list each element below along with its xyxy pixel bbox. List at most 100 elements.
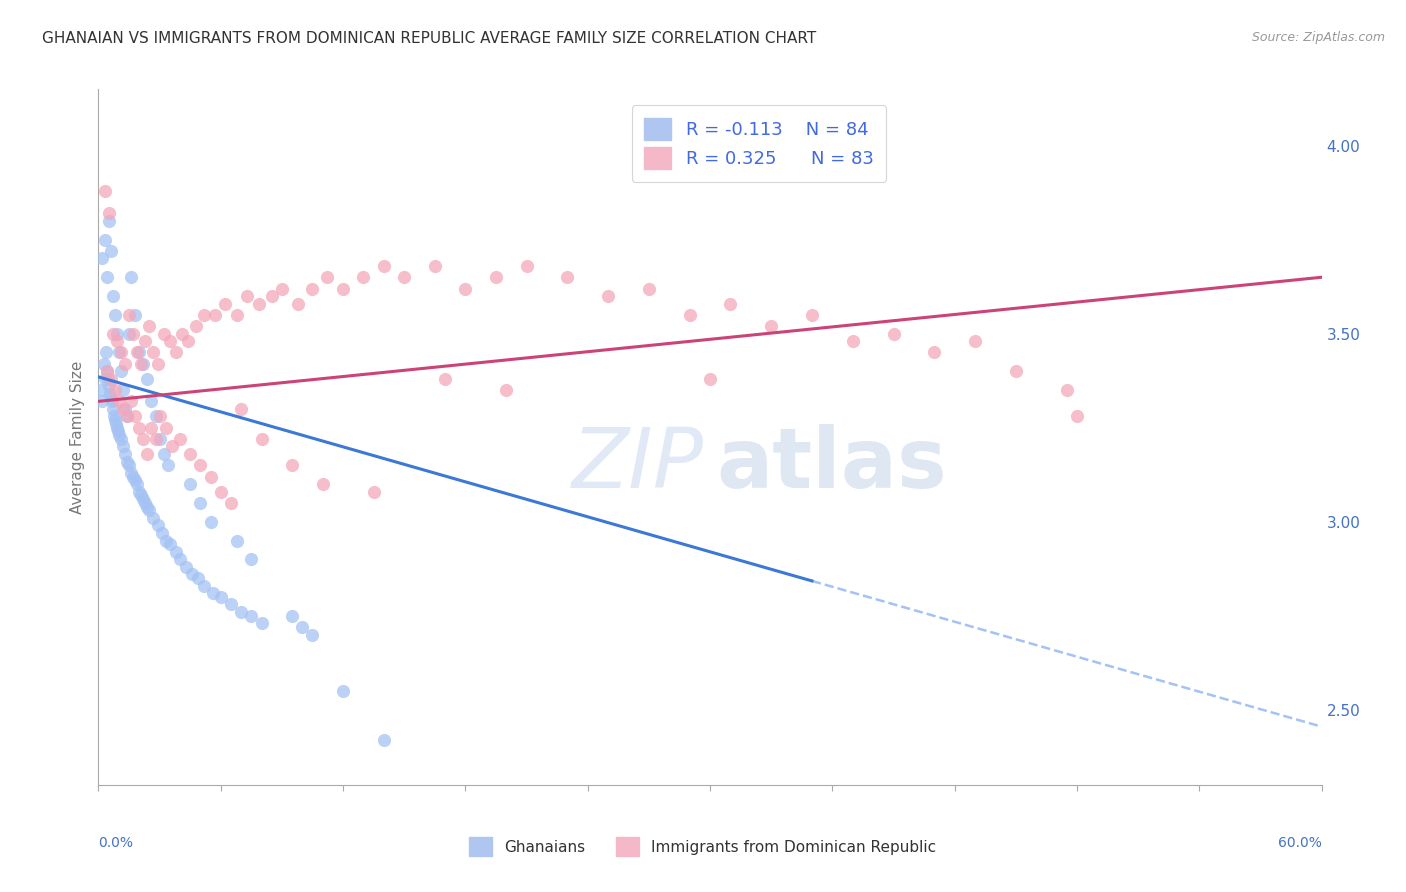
Point (200, 469, 222, 483)
Point (250, 432, 273, 446)
Point (193, 308, 215, 322)
Point (120, 394, 142, 409)
Point (124, 409, 146, 424)
Text: GHANAIAN VS IMMIGRANTS FROM DOMINICAN REPUBLIC AVERAGE FAMILY SIZE CORRELATION C: GHANAIAN VS IMMIGRANTS FROM DOMINICAN RE… (42, 31, 817, 46)
Point (373, 732, 395, 747)
Point (136, 372, 159, 386)
Point (260, 289, 283, 303)
Point (101, 289, 124, 303)
Point (136, 500, 159, 514)
Point (101, 326, 124, 341)
Point (160, 440, 183, 454)
Point (883, 326, 905, 341)
Point (165, 345, 187, 359)
Point (142, 345, 165, 359)
Point (104, 308, 127, 322)
Point (240, 552, 263, 566)
Point (132, 492, 155, 507)
Point (301, 627, 323, 641)
Point (699, 372, 721, 386)
Legend: Ghanaians, Immigrants from Dominican Republic: Ghanaians, Immigrants from Dominican Rep… (464, 831, 942, 862)
Point (105, 334, 128, 348)
Point (226, 308, 249, 322)
Point (110, 345, 132, 359)
Point (100, 394, 122, 409)
Point (373, 259, 395, 273)
Point (596, 289, 619, 303)
Point (98, 387, 121, 401)
Point (1056, 383, 1078, 397)
Point (159, 334, 181, 348)
Point (91, 252, 114, 266)
Point (124, 473, 146, 487)
Point (104, 383, 127, 397)
Point (281, 608, 304, 623)
Point (679, 308, 702, 322)
Point (149, 432, 172, 446)
Point (146, 357, 169, 371)
Point (145, 409, 167, 424)
Point (105, 420, 128, 434)
Legend: R = -0.113    N = 84, R = 0.325      N = 83: R = -0.113 N = 84, R = 0.325 N = 83 (631, 105, 886, 182)
Point (965, 334, 987, 348)
Point (231, 605, 253, 619)
Point (122, 326, 145, 341)
Point (219, 598, 242, 612)
Point (104, 417, 127, 431)
Text: 60.0%: 60.0% (1278, 836, 1322, 850)
Point (96, 364, 118, 378)
Point (90, 383, 112, 397)
Point (134, 496, 156, 510)
Point (97, 372, 120, 386)
Point (363, 484, 385, 499)
Point (332, 281, 354, 295)
Point (187, 571, 209, 585)
Point (120, 466, 142, 480)
Point (495, 383, 517, 397)
Text: ZIP: ZIP (572, 425, 704, 506)
Point (96, 270, 118, 285)
Point (127, 477, 149, 491)
Point (146, 518, 169, 533)
Point (111, 383, 134, 397)
Point (485, 270, 508, 285)
Point (110, 364, 132, 378)
Point (219, 496, 242, 510)
Point (115, 409, 138, 424)
Point (181, 567, 204, 582)
Point (759, 319, 782, 334)
Point (720, 296, 742, 310)
Point (177, 334, 200, 348)
Point (204, 308, 226, 322)
Point (128, 484, 150, 499)
Point (150, 526, 173, 541)
Point (94, 345, 117, 359)
Point (281, 458, 304, 473)
Point (392, 270, 416, 285)
Point (423, 259, 446, 273)
Point (801, 308, 824, 322)
Point (107, 425, 129, 439)
Point (97, 379, 120, 393)
Point (165, 545, 187, 559)
Point (108, 345, 131, 359)
Point (638, 281, 661, 295)
Point (152, 326, 174, 341)
Point (111, 401, 134, 416)
Point (114, 357, 136, 371)
Point (179, 447, 201, 461)
Point (169, 552, 191, 566)
Point (188, 496, 212, 510)
Point (209, 590, 232, 604)
Point (226, 533, 249, 548)
Point (169, 432, 191, 446)
Point (97, 206, 120, 220)
Point (93, 372, 115, 386)
Point (128, 345, 150, 359)
Point (141, 420, 163, 434)
Point (170, 326, 193, 341)
Point (214, 296, 236, 310)
Point (186, 319, 208, 334)
Point (1066, 409, 1088, 424)
Y-axis label: Average Family Size: Average Family Size (69, 360, 84, 514)
